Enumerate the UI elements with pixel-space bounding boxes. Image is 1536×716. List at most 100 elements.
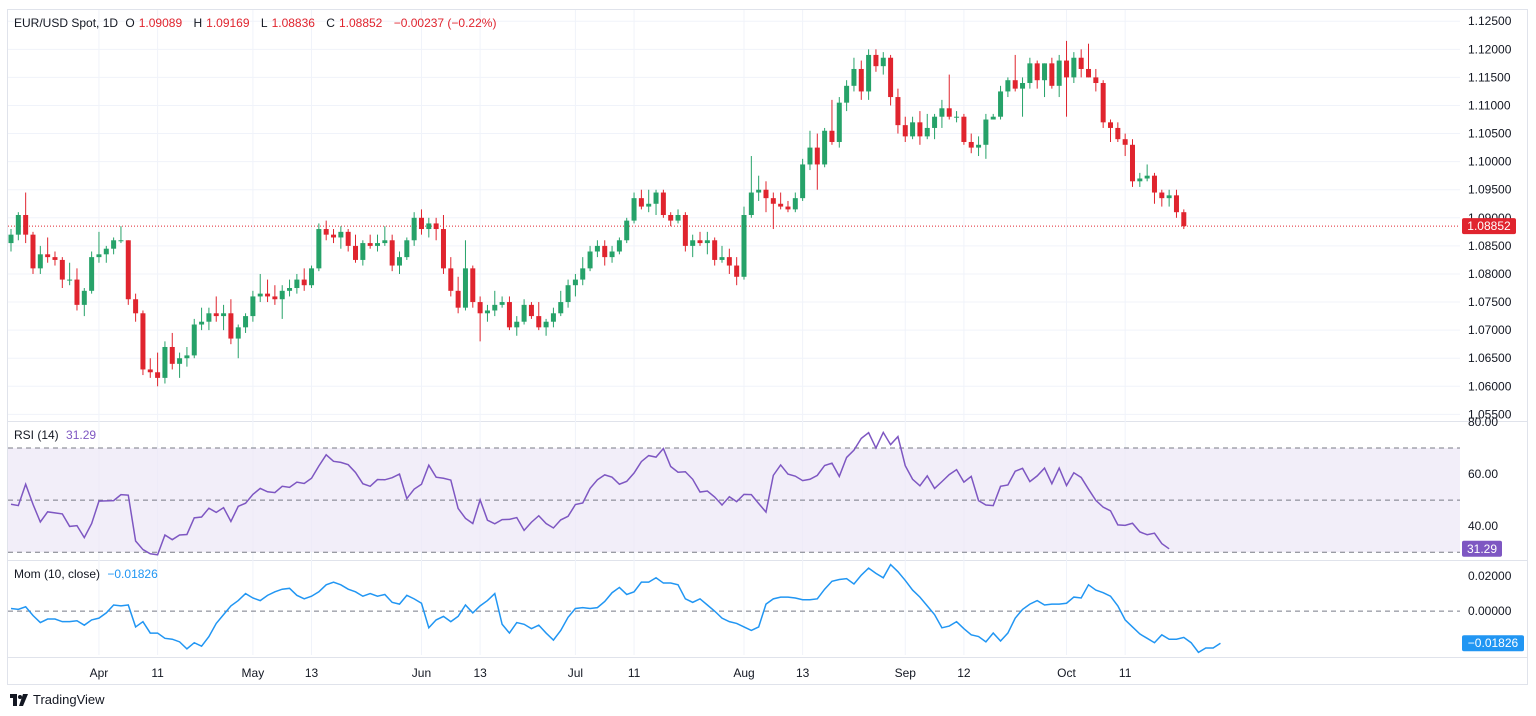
candle-body[interactable] — [800, 164, 806, 199]
rsi-line[interactable] — [10, 430, 1170, 556]
candle-body[interactable] — [360, 243, 366, 260]
candle-body[interactable] — [873, 54, 879, 67]
candle-body[interactable] — [367, 243, 373, 246]
candle-body[interactable] — [572, 279, 578, 286]
candle-body[interactable] — [206, 313, 212, 322]
candle-body[interactable] — [52, 257, 58, 260]
candle-body[interactable] — [631, 198, 637, 221]
candle-body[interactable] — [726, 257, 732, 266]
candle-body[interactable] — [851, 68, 857, 86]
last-price-badge[interactable] — [1462, 218, 1516, 235]
candle-body[interactable] — [543, 321, 549, 328]
candle-body[interactable] — [331, 234, 337, 238]
candle-body[interactable] — [961, 116, 967, 142]
candle-body[interactable] — [917, 122, 923, 137]
candle-body[interactable] — [67, 279, 73, 281]
candle-body[interactable] — [287, 288, 293, 291]
candle-body[interactable] — [741, 215, 747, 277]
candle-body[interactable] — [580, 268, 586, 280]
candle-body[interactable] — [89, 257, 95, 291]
candle-body[interactable] — [924, 127, 930, 137]
candle-body[interactable] — [675, 215, 681, 221]
candle-body[interactable] — [338, 231, 344, 238]
candle-body[interactable] — [396, 257, 402, 266]
candle-body[interactable] — [1005, 80, 1011, 92]
candle-body[interactable] — [221, 313, 227, 317]
candle-body[interactable] — [536, 316, 542, 328]
candle-body[interactable] — [1166, 195, 1172, 199]
candle-body[interactable] — [1056, 60, 1062, 86]
candle-body[interactable] — [807, 147, 813, 165]
candle-body[interactable] — [125, 240, 131, 300]
candle-body[interactable] — [1137, 178, 1143, 182]
candle-body[interactable] — [990, 116, 996, 120]
candle-body[interactable] — [558, 302, 564, 314]
candle-body[interactable] — [1027, 63, 1033, 84]
candle-body[interactable] — [1144, 175, 1150, 179]
candle-body[interactable] — [257, 293, 263, 297]
candle-body[interactable] — [492, 304, 498, 311]
candle-body[interactable] — [265, 293, 271, 297]
rsi-label[interactable]: RSI (14) — [14, 428, 59, 442]
candle-body[interactable] — [133, 299, 139, 314]
candle-body[interactable] — [939, 108, 945, 117]
candle-body[interactable] — [96, 254, 102, 258]
candle-body[interactable] — [976, 144, 982, 148]
candle-body[interactable] — [272, 296, 278, 300]
candle-body[interactable] — [45, 254, 51, 258]
candle-body[interactable] — [455, 290, 461, 308]
candle-body[interactable] — [1115, 127, 1121, 140]
candle-body[interactable] — [111, 240, 117, 249]
candle-body[interactable] — [199, 321, 205, 325]
candle-body[interactable] — [1181, 212, 1187, 227]
candle-body[interactable] — [763, 189, 769, 199]
candle-body[interactable] — [836, 102, 842, 142]
candle-body[interactable] — [37, 254, 43, 269]
candle-body[interactable] — [191, 324, 197, 356]
candle-body[interactable] — [484, 310, 490, 314]
candle-body[interactable] — [565, 285, 571, 303]
candle-body[interactable] — [946, 108, 952, 117]
candle-body[interactable] — [1129, 144, 1135, 182]
candle-body[interactable] — [250, 296, 256, 317]
candle-body[interactable] — [81, 290, 87, 305]
candle-body[interactable] — [345, 231, 351, 246]
candle-body[interactable] — [624, 220, 630, 241]
candle-body[interactable] — [1042, 63, 1048, 81]
candle-body[interactable] — [418, 217, 424, 230]
candle-body[interactable] — [279, 290, 285, 300]
candle-body[interactable] — [323, 229, 329, 235]
candle-body[interactable] — [1100, 83, 1106, 123]
candle-body[interactable] — [1159, 192, 1165, 199]
candle-body[interactable] — [74, 279, 80, 305]
candle-body[interactable] — [646, 203, 652, 207]
candle-body[interactable] — [228, 313, 234, 339]
candle-body[interactable] — [844, 85, 850, 103]
candle-body[interactable] — [880, 57, 886, 67]
candle-body[interactable] — [1034, 63, 1040, 81]
candle-body[interactable] — [660, 192, 666, 215]
candle-body[interactable] — [719, 257, 725, 260]
candle-body[interactable] — [866, 54, 872, 92]
tradingview-branding[interactable]: TradingView — [10, 692, 105, 707]
candle-body[interactable] — [15, 215, 21, 235]
candle-body[interactable] — [1012, 80, 1018, 89]
candle-body[interactable] — [411, 217, 417, 241]
candle-body[interactable] — [353, 245, 359, 260]
candle-body[interactable] — [1086, 68, 1092, 78]
candle-body[interactable] — [59, 259, 65, 280]
candle-body[interactable] — [30, 234, 36, 269]
candle-body[interactable] — [550, 313, 556, 322]
candle-body[interactable] — [653, 192, 659, 204]
candle-body[interactable] — [1071, 57, 1077, 78]
candle-body[interactable] — [375, 243, 380, 246]
candle-body[interactable] — [602, 245, 608, 258]
candle-body[interactable] — [734, 265, 740, 277]
candle-body[interactable] — [23, 215, 29, 235]
candle-body[interactable] — [785, 206, 791, 210]
candle-body[interactable] — [243, 316, 249, 328]
candle-body[interactable] — [704, 240, 710, 244]
candle-body[interactable] — [829, 130, 835, 142]
candle-body[interactable] — [448, 268, 454, 291]
